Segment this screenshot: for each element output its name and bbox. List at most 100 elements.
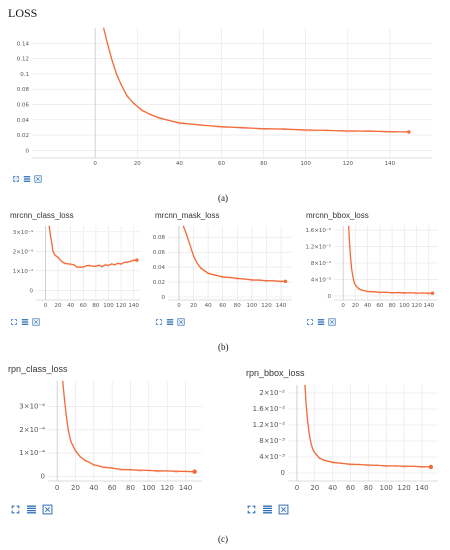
x-tick-label: 80 [389, 303, 396, 309]
y-tick-label: 1×10⁻⁴ [19, 449, 45, 457]
x-tick-label: 0 [44, 303, 48, 309]
fit-domain-icon[interactable] [328, 318, 336, 326]
x-tick-label: 120 [411, 303, 422, 309]
x-tick-label: 100 [300, 161, 311, 167]
series-line [48, 225, 137, 268]
x-tick-label: 40 [364, 303, 371, 309]
x-tick-label: 0 [295, 484, 299, 492]
x-tick-label: 140 [276, 303, 287, 309]
y-tick-label: 8×10⁻³ [311, 260, 331, 267]
y-tick-label: 0.06 [17, 102, 30, 108]
x-tick-label: 60 [108, 484, 117, 492]
list-icon[interactable] [317, 318, 325, 326]
y-tick-label: 0.08 [153, 235, 166, 241]
mrcnn-class-loss-title: mrcnn_class_loss [10, 211, 74, 220]
y-tick-label: 1.2×10⁻² [253, 421, 286, 429]
series-endpoint[interactable] [192, 469, 197, 474]
list-icon[interactable] [262, 504, 273, 515]
panel-label-a: (a) [218, 193, 228, 203]
mrcnn-class-loss-toolbar [10, 318, 40, 326]
fullscreen-icon[interactable] [12, 175, 20, 183]
raw-series-line [304, 384, 431, 469]
series-endpoint[interactable] [407, 130, 411, 134]
series-line [182, 225, 286, 282]
fullscreen-icon[interactable] [155, 318, 163, 326]
series-line [62, 380, 195, 473]
x-tick-label: 80 [364, 484, 373, 492]
series-line [348, 225, 433, 294]
panel-label-c: (c) [218, 534, 228, 544]
list-icon[interactable] [26, 504, 37, 515]
y-tick-label: 0.02 [153, 280, 165, 286]
panel-label-b: (b) [218, 342, 229, 352]
fullscreen-icon[interactable] [246, 504, 257, 515]
list-icon[interactable] [166, 318, 174, 326]
fullscreen-icon[interactable] [10, 318, 18, 326]
fit-domain-icon[interactable] [278, 504, 289, 515]
y-tick-label: 0.06 [153, 250, 166, 256]
series-endpoint[interactable] [430, 291, 435, 295]
mrcnn-bbox-loss-chart: 0 4×10⁻³ 8×10⁻³ 1.2×10⁻² 1.6×10⁻² 0 20 40 60 80 10… [306, 225, 438, 309]
rpn-class-loss-toolbar [10, 504, 53, 515]
y-tick-label: 0 [26, 148, 30, 154]
y-tick-label: 2×10⁻⁴ [19, 426, 45, 434]
x-tick-label: 120 [160, 484, 173, 492]
raw-series-line [48, 225, 138, 269]
y-tick-label: 1.6×10⁻² [306, 227, 331, 234]
y-tick-label: 8×10⁻³ [259, 437, 285, 445]
raw-series-line [182, 225, 286, 283]
rpn-bbox-loss-title: rpn_bbox_loss [246, 368, 305, 378]
series-line [102, 27, 409, 133]
rpn-class-loss-chart: 0 1×10⁻⁴ 2×10⁻⁴ 3×10⁻⁴ 0 20 40 60 80 100 120 140 [19, 380, 202, 492]
x-tick-label: 60 [376, 303, 383, 309]
x-tick-label: 40 [176, 161, 183, 167]
series-endpoint[interactable] [283, 279, 288, 284]
x-tick-label: 140 [415, 484, 428, 492]
y-tick-label: 2×10⁻² [259, 389, 285, 397]
x-tick-label: 80 [260, 161, 267, 167]
list-icon[interactable] [23, 175, 31, 183]
x-tick-label: 120 [261, 303, 272, 309]
fit-domain-icon[interactable] [32, 318, 40, 326]
fullscreen-icon[interactable] [10, 504, 21, 515]
fit-domain-icon[interactable] [177, 318, 185, 326]
x-tick-label: 60 [80, 303, 87, 309]
x-tick-label: 80 [126, 484, 135, 492]
y-tick-label: 0.02 [17, 133, 29, 139]
x-tick-label: 140 [179, 484, 192, 492]
x-tick-label: 20 [55, 303, 62, 309]
x-tick-label: 100 [399, 303, 410, 309]
x-tick-label: 80 [234, 303, 241, 309]
x-tick-label: 140 [128, 303, 139, 309]
loss-chart-title: LOSS [8, 6, 38, 20]
y-tick-label: 3×10⁻⁴ [19, 403, 45, 411]
series-line [304, 384, 431, 468]
x-tick-label: 20 [71, 484, 80, 492]
y-tick-label: 0 [281, 469, 285, 477]
y-tick-label: 1×10⁻⁴ [13, 268, 34, 275]
x-tick-label: 40 [67, 303, 74, 309]
x-tick-label: 100 [380, 484, 393, 492]
x-tick-label: 0 [341, 303, 345, 309]
x-tick-label: 60 [218, 161, 225, 167]
x-tick-label: 120 [343, 161, 354, 167]
x-tick-label: 0 [93, 161, 97, 167]
fullscreen-icon[interactable] [306, 318, 314, 326]
x-tick-label: 100 [247, 303, 258, 309]
list-icon[interactable] [21, 318, 29, 326]
y-tick-label: 0.04 [153, 265, 166, 271]
series-endpoint[interactable] [428, 464, 434, 470]
y-tick-label: 1.6×10⁻² [253, 405, 286, 413]
series-endpoint[interactable] [135, 258, 139, 262]
y-tick-label: 0.14 [17, 41, 30, 47]
fit-domain-icon[interactable] [34, 175, 42, 183]
y-tick-label: 0.12 [17, 57, 29, 63]
mrcnn-mask-loss-chart: 0 0.02 0.04 0.06 0.08 0 20 40 60 80 100 120 140 [153, 225, 292, 309]
x-tick-label: 40 [328, 484, 337, 492]
y-tick-label: 0 [41, 472, 45, 480]
fit-domain-icon[interactable] [42, 504, 53, 515]
mrcnn-mask-loss-title: mrcnn_mask_loss [155, 211, 220, 220]
x-tick-label: 60 [219, 303, 226, 309]
x-tick-label: 20 [190, 303, 197, 309]
rpn-bbox-loss-toolbar [246, 504, 289, 515]
